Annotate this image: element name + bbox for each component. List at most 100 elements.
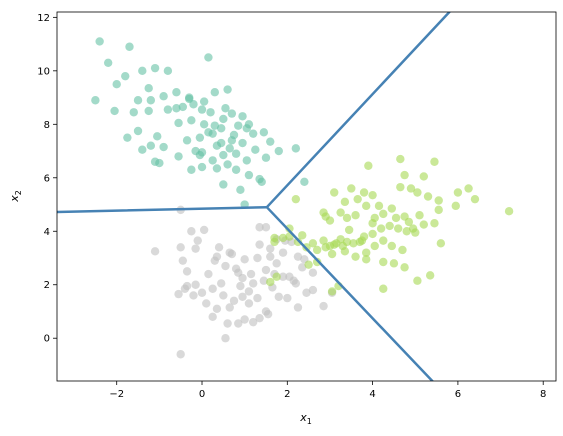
data-point-cluster-3 (425, 271, 435, 280)
data-point-cluster-3 (272, 272, 281, 281)
data-point-cluster-1 (129, 108, 138, 117)
data-point-cluster-3 (266, 277, 275, 287)
data-point-cluster-3 (376, 224, 386, 233)
data-point-cluster-3 (362, 255, 371, 264)
data-point-cluster-2 (293, 252, 303, 261)
data-point-cluster-1 (227, 136, 237, 145)
data-point-cluster-1 (259, 128, 269, 137)
data-point-cluster-2 (229, 296, 239, 305)
data-point-cluster-2 (283, 293, 292, 303)
data-point-cluster-2 (253, 293, 262, 303)
data-point-cluster-1 (223, 160, 232, 169)
data-point-cluster-3 (398, 245, 407, 255)
data-point-cluster-1 (197, 148, 207, 157)
data-point-cluster-1 (125, 42, 134, 51)
data-point-cluster-2 (319, 301, 328, 311)
data-point-cluster-1 (150, 157, 160, 166)
data-point-cluster-1 (182, 136, 192, 145)
data-point-cluster-3 (338, 241, 347, 251)
data-point-cluster-3 (293, 237, 303, 247)
y-tick-label: 8 (44, 120, 50, 131)
data-point-cluster-2 (266, 244, 275, 253)
data-point-cluster-2 (187, 227, 196, 236)
data-point-cluster-3 (413, 276, 422, 285)
data-point-cluster-3 (379, 257, 388, 267)
data-point-cluster-1 (236, 185, 245, 195)
data-point-cluster-3 (298, 231, 307, 240)
y-axis-ticks: 0 2 4 6 8 10 12 (37, 13, 57, 345)
data-point-cluster-3 (351, 211, 360, 220)
data-point-cluster-3 (308, 239, 318, 248)
data-point-cluster-3 (434, 196, 443, 205)
data-point-cluster-1 (197, 162, 207, 172)
data-point-cluster-1 (144, 84, 153, 93)
data-point-cluster-2 (219, 291, 228, 300)
data-point-cluster-1 (261, 153, 271, 162)
data-point-cluster-1 (210, 88, 219, 97)
data-point-cluster-2 (246, 269, 256, 279)
y-tick-label: 12 (37, 13, 50, 24)
data-point-cluster-1 (138, 66, 147, 76)
data-point-cluster-3 (327, 249, 337, 259)
data-point-cluster-1 (244, 170, 254, 180)
data-point-cluster-2 (236, 281, 245, 291)
data-point-cluster-2 (197, 288, 207, 297)
data-point-cluster-2 (212, 304, 222, 313)
data-point-cluster-2 (223, 319, 232, 328)
data-point-cluster-3 (423, 192, 433, 201)
data-point-cluster-1 (123, 133, 132, 142)
data-point-cluster-2 (255, 313, 264, 323)
data-point-cluster-3 (400, 263, 409, 272)
data-point-cluster-1 (231, 165, 241, 174)
data-point-cluster-2 (298, 263, 307, 272)
data-point-cluster-3 (387, 241, 396, 251)
data-point-cluster-3 (430, 157, 439, 166)
data-point-cluster-2 (308, 268, 318, 277)
data-point-cluster-1 (300, 177, 309, 186)
data-point-cluster-3 (394, 224, 403, 233)
decision-boundary-layer (57, 12, 451, 381)
data-point-cluster-3 (312, 257, 322, 267)
data-point-cluster-1 (206, 108, 215, 117)
data-point-cluster-3 (413, 188, 422, 197)
data-point-cluster-3 (430, 219, 439, 228)
data-point-cluster-2 (221, 261, 230, 271)
data-point-cluster-3 (379, 236, 388, 245)
data-point-cluster-3 (357, 236, 367, 245)
data-point-cluster-1 (221, 104, 230, 113)
data-point-cluster-3 (278, 233, 288, 243)
data-point-cluster-1 (150, 63, 160, 73)
data-point-cluster-1 (172, 88, 181, 97)
data-point-cluster-1 (189, 100, 198, 109)
data-point-cluster-2 (212, 252, 222, 261)
data-point-cluster-2 (225, 303, 234, 312)
data-point-cluster-2 (255, 223, 264, 232)
data-point-cluster-1 (191, 146, 200, 156)
x-axis-label: x1 (299, 411, 312, 426)
data-point-cluster-1 (153, 132, 162, 141)
data-point-cluster-1 (138, 145, 147, 154)
data-point-cluster-2 (244, 287, 254, 296)
data-point-cluster-2 (150, 247, 160, 256)
data-point-cluster-2 (178, 256, 188, 265)
data-point-cluster-3 (436, 239, 446, 248)
data-point-cluster-3 (364, 161, 373, 170)
data-point-cluster-3 (396, 182, 405, 192)
data-point-cluster-2 (182, 267, 192, 276)
data-point-cluster-1 (103, 58, 113, 67)
data-point-cluster-3 (304, 260, 313, 269)
data-point-cluster-3 (285, 224, 294, 233)
data-point-cluster-1 (291, 144, 301, 153)
data-point-cluster-1 (185, 93, 194, 102)
data-point-cluster-2 (240, 255, 249, 264)
data-point-cluster-3 (342, 213, 352, 223)
data-point-cluster-2 (234, 319, 243, 328)
data-point-cluster-1 (95, 37, 104, 46)
x-axis-ticks: −2 0 2 4 6 8 (109, 381, 546, 400)
data-point-cluster-2 (191, 280, 200, 289)
data-point-cluster-1 (227, 109, 237, 118)
data-point-cluster-2 (259, 276, 269, 285)
data-point-cluster-3 (336, 208, 345, 217)
data-point-cluster-2 (208, 284, 217, 293)
